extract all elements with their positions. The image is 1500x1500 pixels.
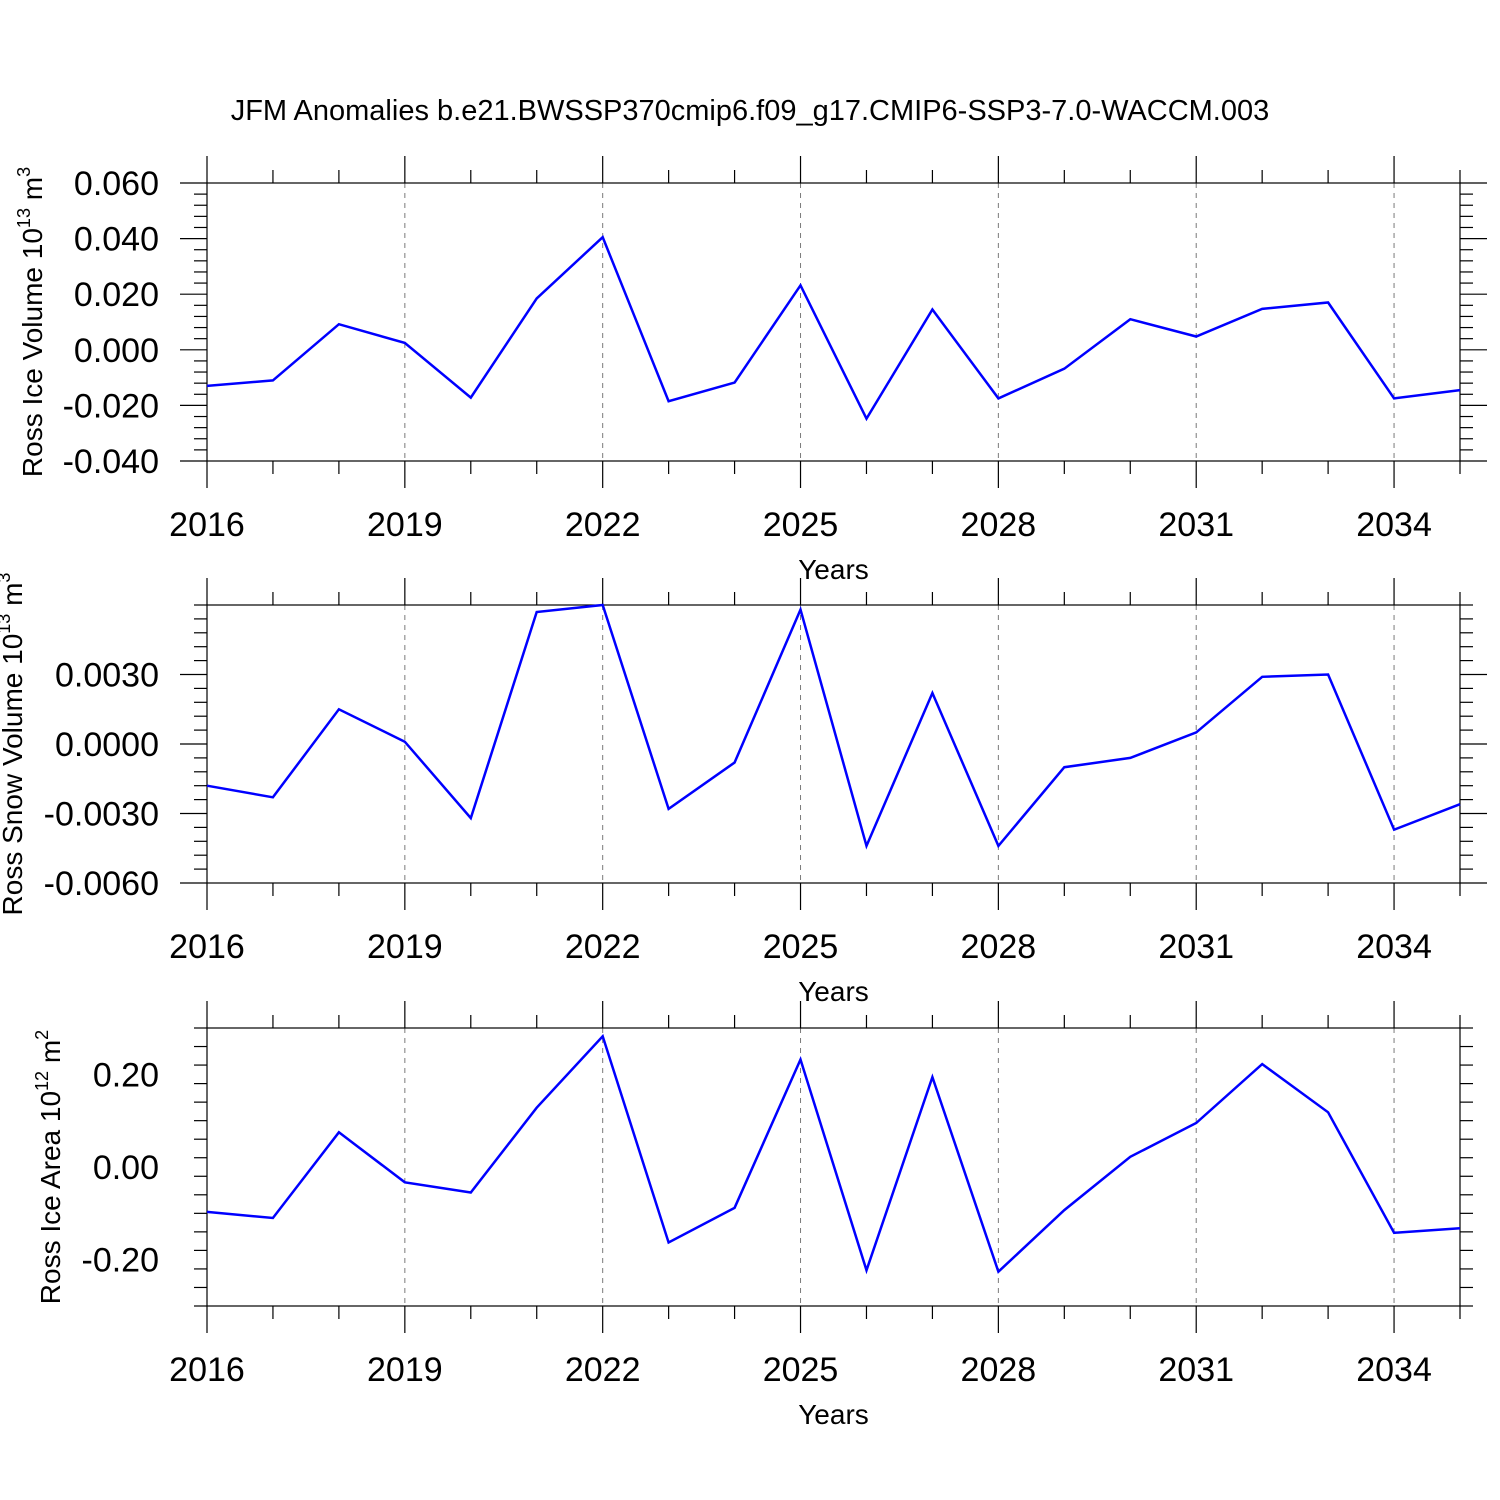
y-axis-title: Ross Snow Volume 1013 m3	[0, 573, 28, 916]
y-tick-label: 0.040	[74, 221, 159, 259]
x-axis-title: Years	[798, 554, 869, 585]
series-line-snow-volume	[206, 603, 1461, 850]
x-axis-title: Years	[798, 1399, 869, 1430]
x-tick-label: 2031	[1158, 1351, 1234, 1389]
x-tick-label: 2031	[1158, 506, 1234, 544]
x-tick-label: 2034	[1356, 1351, 1432, 1389]
y-axis-title: Ross Ice Volume 1013 m3	[14, 167, 48, 477]
y-tick-label: 0.060	[74, 165, 159, 203]
y-tick-label: 0.0030	[55, 657, 159, 695]
panel-ice-area: -0.20 0.00 0.20 2016 2019 2022 2025 2028 2031 203…	[32, 1001, 1473, 1430]
plot-frame	[206, 182, 1461, 462]
panel-snow-volume: -0.0060 -0.0030 0.0000 0.0030 2016 2019 2022 20…	[0, 573, 1487, 1007]
figure-title: JFM Anomalies b.e21.BWSSP370cmip6.f09_g1…	[231, 95, 1270, 127]
x-tick-label: 2019	[367, 506, 443, 544]
x-tick-label: 2019	[367, 1351, 443, 1389]
x-tick-label: 2022	[565, 506, 641, 544]
panel-ice-volume: -0.040 -0.020 0.000 0.020 0.040 0.060 2016 2019…	[14, 156, 1487, 585]
y-tick-label: 0.0000	[55, 726, 159, 764]
series-line-ice-area	[206, 1033, 1461, 1275]
y-axis-title: Ross Ice Area 1012 m2	[32, 1030, 66, 1304]
y-tick-label: 0.00	[93, 1149, 159, 1187]
x-tick-label: 2025	[763, 506, 839, 544]
x-tick-label: 2019	[367, 928, 443, 966]
y-tick-label: -0.20	[82, 1242, 160, 1280]
y-tick-label: -0.0030	[44, 796, 159, 834]
plot-frame	[206, 604, 1461, 884]
y-tick-label: -0.0060	[44, 865, 159, 903]
x-tick-label: 2016	[169, 506, 245, 544]
x-tick-label: 2025	[763, 1351, 839, 1389]
x-tick-label: 2031	[1158, 928, 1234, 966]
x-tick-label: 2034	[1356, 506, 1432, 544]
plot-frame	[206, 1027, 1461, 1307]
x-tick-label: 2028	[961, 928, 1037, 966]
y-tick-label: 0.020	[74, 276, 159, 314]
x-tick-label: 2028	[961, 1351, 1037, 1389]
x-tick-label: 2025	[763, 928, 839, 966]
x-tick-label: 2022	[565, 1351, 641, 1389]
x-tick-label: 2016	[169, 928, 245, 966]
x-tick-label: 2034	[1356, 928, 1432, 966]
y-tick-label: 0.000	[74, 332, 159, 370]
y-tick-label: -0.020	[63, 387, 159, 425]
y-tick-label: -0.040	[63, 443, 159, 481]
x-tick-label: 2028	[961, 506, 1037, 544]
x-tick-label: 2022	[565, 928, 641, 966]
y-tick-label: 0.20	[93, 1056, 159, 1094]
panels: -0.040 -0.020 0.000 0.020 0.040 0.060 2016 2019…	[0, 156, 1487, 1430]
series-line-ice-volume	[206, 235, 1461, 422]
x-tick-label: 2016	[169, 1351, 245, 1389]
x-axis-title: Years	[798, 976, 869, 1007]
